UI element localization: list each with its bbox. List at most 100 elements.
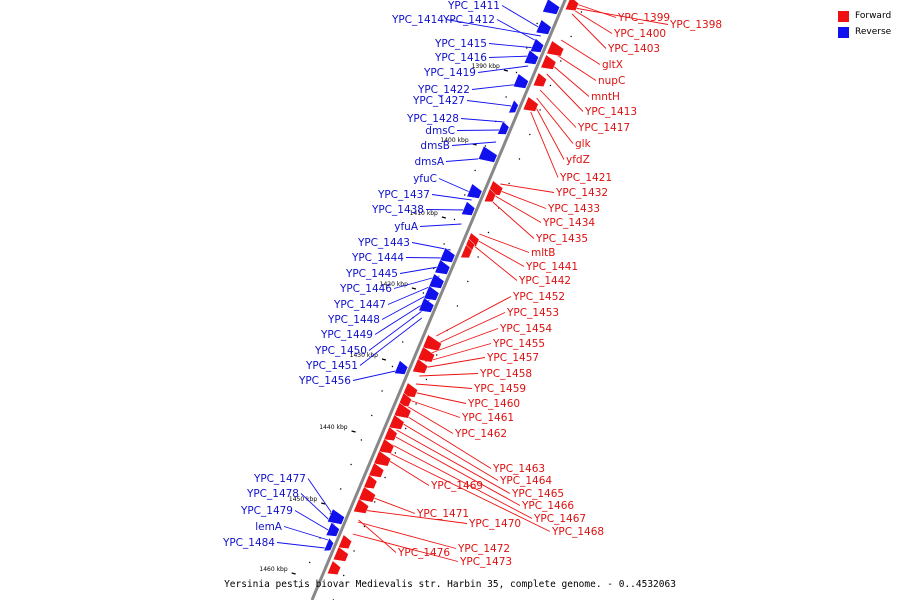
gene-label[interactable]: YPC_1415 [434, 38, 487, 50]
gene-label[interactable]: mntH [591, 91, 620, 103]
connector-line [488, 55, 533, 58]
gene-label[interactable]: YPC_1452 [512, 291, 565, 303]
gene-label[interactable]: YPC_1453 [506, 307, 559, 319]
gene-label[interactable]: YPC_1412 [442, 14, 495, 26]
gene-label[interactable]: YPC_1437 [377, 189, 430, 201]
gene-label[interactable]: YPC_1414 [391, 14, 444, 26]
forward-gene-block [378, 438, 395, 454]
gene-label[interactable]: YPC_1464 [499, 475, 552, 487]
gene-label[interactable]: YPC_1432 [555, 187, 608, 199]
gene-label[interactable]: YPC_1449 [320, 329, 373, 341]
gene-label[interactable]: YPC_1398 [669, 19, 722, 31]
gene-label[interactable]: YPC_1416 [434, 52, 487, 64]
gene-label[interactable]: YPC_1446 [339, 283, 392, 295]
gene-label[interactable]: lemA [255, 521, 283, 533]
gene-label[interactable]: YPC_1438 [371, 204, 424, 216]
gene-label[interactable]: YPC_1476 [397, 547, 450, 559]
gene-label[interactable]: YPC_1460 [467, 398, 520, 410]
gene-label[interactable]: YPC_1458 [479, 368, 532, 380]
gene-label[interactable]: YPC_1417 [577, 122, 630, 134]
gene-label[interactable]: YPC_1444 [351, 252, 404, 264]
gene-label[interactable]: YPC_1457 [486, 352, 539, 364]
scale-dot [436, 354, 438, 356]
gene-label[interactable]: YPC_1455 [492, 338, 545, 350]
gene-label[interactable]: YPC_1467 [533, 513, 586, 525]
gene-label[interactable]: YPC_1411 [447, 0, 500, 12]
connector-line [571, 13, 607, 49]
gene-label[interactable]: YPC_1456 [298, 375, 351, 387]
connector-line [471, 83, 521, 90]
reverse-gene-block [323, 537, 334, 552]
gene-label[interactable]: nupC [598, 75, 625, 87]
gene-label[interactable]: YPC_1465 [511, 488, 564, 500]
gene-label[interactable]: dmsA [414, 156, 444, 168]
gene-label[interactable]: YPC_1435 [535, 233, 588, 245]
scale-dot [453, 218, 456, 221]
connector-line [362, 509, 468, 524]
connector-line [479, 233, 530, 253]
gene-label[interactable]: yfdZ [566, 154, 590, 166]
gene-label[interactable]: yfuA [394, 221, 419, 233]
gene-label[interactable]: gltX [602, 59, 623, 71]
gene-label[interactable]: YPC_1442 [518, 275, 571, 287]
gene-label[interactable]: mltB [531, 247, 555, 259]
gene-label[interactable]: YPC_1479 [240, 505, 293, 517]
gene-label[interactable]: YPC_1484 [222, 537, 275, 549]
tick-mark [291, 572, 296, 575]
connector-line [406, 405, 454, 434]
gene-label[interactable]: YPC_1441 [525, 261, 578, 273]
gene-label[interactable]: YPC_1445 [345, 268, 398, 280]
gene-label[interactable]: YPC_1477 [253, 473, 306, 485]
gene-label[interactable]: YPC_1473 [459, 556, 512, 568]
gene-label[interactable]: glk [575, 138, 592, 150]
gene-label[interactable]: YPC_1400 [613, 28, 666, 40]
legend-reverse-swatch [838, 26, 849, 38]
scale-dot [374, 501, 376, 503]
gene-label[interactable]: YPC_1468 [551, 526, 604, 538]
gene-label[interactable]: YPC_1403 [607, 43, 660, 55]
tick-mark [441, 216, 447, 219]
gene-label[interactable]: YPC_1434 [542, 217, 595, 229]
connector-line [466, 100, 512, 107]
gene-label[interactable]: YPC_1472 [457, 543, 510, 555]
gene-label[interactable]: YPC_1428 [406, 113, 459, 125]
gene-label[interactable]: YPC_1422 [417, 84, 470, 96]
gene-label[interactable]: YPC_1463 [492, 463, 545, 475]
scale-dot [371, 414, 373, 417]
connector-line [425, 209, 468, 211]
scale-dot [402, 341, 404, 343]
gene-label[interactable]: YPC_1450 [314, 345, 367, 357]
forward-gene-block [368, 462, 385, 478]
gene-label[interactable]: YPC_1448 [327, 314, 380, 326]
gene-label[interactable]: YPC_1427 [412, 95, 465, 107]
connector-line [431, 312, 506, 347]
gene-label[interactable]: YPC_1454 [499, 323, 552, 335]
gene-label[interactable]: dmsB [420, 140, 450, 152]
connector-line [574, 7, 669, 25]
scale-dot [580, 11, 583, 13]
gene-label[interactable]: YPC_1419 [423, 67, 476, 79]
gene-label[interactable]: YPC_1469 [430, 480, 483, 492]
gene-label[interactable]: YPC_1447 [333, 299, 386, 311]
connector-line [550, 63, 590, 97]
gene-label[interactable]: YPC_1399 [617, 12, 670, 24]
gene-label[interactable]: YPC_1451 [305, 360, 358, 372]
gene-label[interactable]: YPC_1478 [246, 488, 299, 500]
gene-label[interactable]: YPC_1413 [584, 106, 637, 118]
gene-label[interactable]: YPC_1433 [547, 203, 600, 215]
reverse-gene-block [535, 19, 552, 35]
gene-label[interactable]: YPC_1470 [468, 518, 521, 530]
gene-label[interactable]: YPC_1462 [454, 428, 507, 440]
gene-label[interactable]: YPC_1471 [416, 508, 469, 520]
reverse-gene-block [418, 297, 435, 313]
connector-line [576, 3, 617, 18]
connector-line [415, 383, 473, 389]
gene-label[interactable]: dmsC [425, 125, 455, 137]
gene-label[interactable]: YPC_1459 [473, 383, 526, 395]
gene-label[interactable]: YPC_1421 [559, 172, 612, 184]
gene-label[interactable]: YPC_1466 [521, 500, 574, 512]
gene-label[interactable]: yfuC [413, 173, 437, 185]
gene-label[interactable]: YPC_1461 [461, 412, 514, 424]
gene-label[interactable]: YPC_1443 [357, 237, 410, 249]
